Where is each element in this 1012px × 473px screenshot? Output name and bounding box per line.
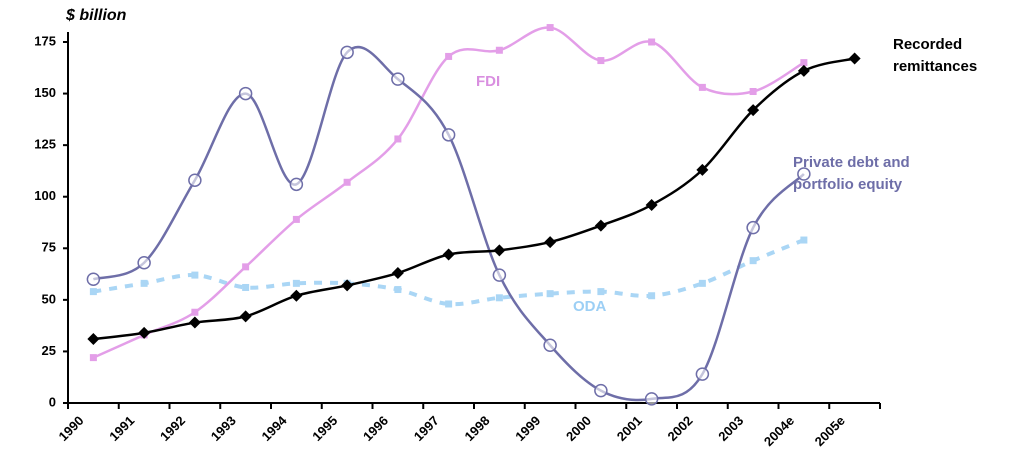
x-tick-label: 1998 xyxy=(461,413,492,444)
series xyxy=(89,236,808,308)
marker xyxy=(292,279,300,287)
marker xyxy=(648,38,656,46)
marker xyxy=(594,383,608,398)
marker xyxy=(341,279,354,292)
series xyxy=(86,45,811,406)
marker xyxy=(597,57,605,65)
y-tick-label: 175 xyxy=(34,33,56,48)
marker xyxy=(239,310,252,323)
marker xyxy=(645,198,658,211)
marker xyxy=(644,392,659,406)
marker xyxy=(394,286,402,294)
marker xyxy=(495,46,503,54)
y-tick-label: 50 xyxy=(42,291,56,306)
marker xyxy=(797,167,811,181)
x-tick-label: 2002 xyxy=(664,413,695,444)
marker xyxy=(597,288,605,296)
x-tick-label: 2004e xyxy=(761,413,797,449)
marker xyxy=(800,59,808,67)
series-line xyxy=(93,238,805,307)
marker xyxy=(648,292,656,300)
series-label: Private debt and portfolio equity xyxy=(793,154,910,193)
x-tick-label: 1993 xyxy=(208,413,239,444)
marker xyxy=(87,333,100,346)
series-line xyxy=(92,26,805,359)
marker xyxy=(442,248,455,261)
marker xyxy=(188,173,202,187)
marker xyxy=(698,279,706,287)
marker xyxy=(546,290,554,298)
marker xyxy=(137,255,151,270)
marker xyxy=(89,288,97,296)
marker xyxy=(445,52,453,60)
x-tick-label: 1995 xyxy=(309,413,340,444)
y-axis-title: $ billion xyxy=(65,7,127,24)
marker xyxy=(698,83,706,91)
x-tick-label: 1992 xyxy=(157,413,188,444)
marker xyxy=(290,289,303,302)
x-tick-label: 1994 xyxy=(258,412,290,444)
y-tick-label: 75 xyxy=(42,240,56,255)
marker xyxy=(746,220,760,235)
series-line xyxy=(92,45,805,402)
marker xyxy=(800,236,808,244)
series-label: ODA xyxy=(573,298,607,315)
y-tick-label: 0 xyxy=(49,394,56,409)
y-tick-label: 100 xyxy=(34,188,56,203)
marker xyxy=(495,294,503,302)
marker xyxy=(188,316,201,329)
series-label: Recorded remittances xyxy=(893,36,978,75)
y-tick-label: 25 xyxy=(42,343,56,358)
marker xyxy=(391,72,405,86)
marker xyxy=(242,283,250,291)
x-tick-label: 2000 xyxy=(563,413,594,444)
x-tick-label: 1991 xyxy=(106,413,137,444)
y-tick-label: 125 xyxy=(34,137,56,152)
marker xyxy=(492,268,507,282)
marker xyxy=(340,45,354,60)
marker xyxy=(86,272,101,286)
marker xyxy=(544,236,557,249)
x-tick-label: 1997 xyxy=(411,413,442,444)
marker xyxy=(543,338,557,352)
marker xyxy=(749,88,757,96)
marker xyxy=(292,215,300,223)
marker xyxy=(242,263,250,271)
marker xyxy=(140,279,148,287)
marker xyxy=(138,326,151,339)
y-tick-label: 150 xyxy=(34,85,56,100)
marker xyxy=(493,244,506,257)
marker xyxy=(394,135,402,143)
series-label: FDI xyxy=(476,73,501,90)
marker xyxy=(441,128,456,142)
x-tick-label: 1990 xyxy=(55,413,86,444)
marker xyxy=(391,267,404,280)
marker xyxy=(546,24,554,32)
marker xyxy=(89,354,97,362)
x-tick-label: 2001 xyxy=(614,413,645,444)
marker xyxy=(797,64,810,77)
series xyxy=(89,24,808,362)
series-line xyxy=(93,57,855,341)
x-tick-label: 2003 xyxy=(715,413,746,444)
x-tick-label: 2005e xyxy=(812,413,848,449)
marker xyxy=(695,367,710,381)
marker xyxy=(191,271,199,279)
marker xyxy=(191,308,199,316)
marker xyxy=(848,52,861,65)
marker xyxy=(747,104,760,117)
marker xyxy=(594,219,607,232)
x-tick-label: 1996 xyxy=(360,413,391,444)
marker xyxy=(696,163,709,176)
series xyxy=(87,52,861,346)
marker xyxy=(289,177,304,192)
marker xyxy=(238,86,253,101)
marker xyxy=(749,257,757,265)
marker xyxy=(343,178,351,186)
x-tick-label: 1999 xyxy=(512,413,543,444)
marker xyxy=(445,300,453,308)
